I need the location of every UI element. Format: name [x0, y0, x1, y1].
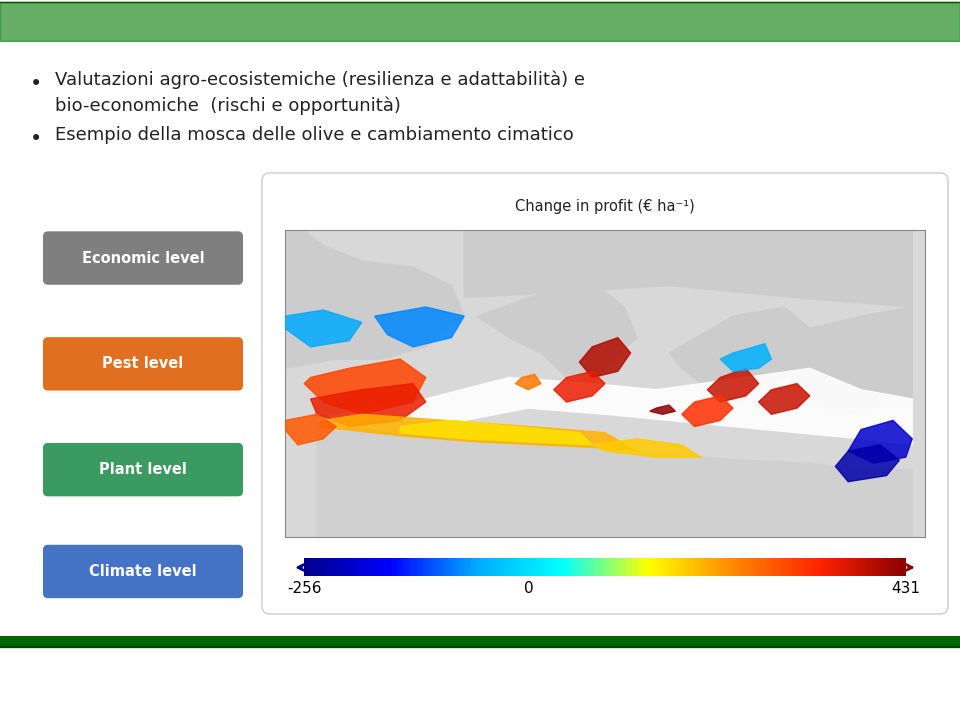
Polygon shape [285, 310, 362, 347]
Polygon shape [650, 405, 676, 414]
Bar [0, 636, 960, 647]
Polygon shape [516, 374, 541, 390]
Polygon shape [374, 307, 465, 347]
Text: •: • [30, 74, 42, 94]
Polygon shape [835, 445, 900, 482]
Text: Roma, 14 aprile 2015: Roma, 14 aprile 2015 [417, 663, 543, 676]
Text: Pest level: Pest level [103, 356, 183, 372]
Polygon shape [708, 369, 758, 402]
Text: Economic level: Economic level [82, 251, 204, 266]
Polygon shape [477, 286, 637, 390]
FancyBboxPatch shape [43, 545, 243, 598]
Polygon shape [784, 307, 912, 414]
Polygon shape [311, 384, 426, 426]
Polygon shape [317, 414, 637, 451]
FancyBboxPatch shape [262, 173, 948, 614]
Polygon shape [317, 369, 912, 445]
Polygon shape [758, 384, 810, 414]
FancyBboxPatch shape [43, 337, 243, 390]
Polygon shape [592, 438, 701, 457]
Text: bio-economiche  (rischi e opportunità): bio-economiche (rischi e opportunità) [55, 97, 401, 115]
Polygon shape [682, 396, 733, 426]
Text: Valutazioni agro-ecosistemiche (resilienza e adattabilità) e: Valutazioni agro-ecosistemiche (resilien… [55, 70, 585, 89]
Text: Esempio della mosca delle olive e cambiamento cimatico: Esempio della mosca delle olive e cambia… [55, 125, 574, 143]
Polygon shape [285, 414, 336, 445]
Polygon shape [317, 420, 912, 537]
Polygon shape [669, 307, 810, 408]
Polygon shape [465, 230, 912, 307]
Polygon shape [304, 359, 426, 414]
FancyBboxPatch shape [43, 443, 243, 496]
Polygon shape [580, 338, 631, 377]
Polygon shape [285, 230, 465, 369]
Polygon shape [554, 372, 605, 402]
Polygon shape [849, 420, 912, 463]
FancyBboxPatch shape [43, 231, 243, 284]
Polygon shape [400, 420, 592, 445]
Text: Climate level: Climate level [89, 564, 197, 579]
Text: •: • [30, 130, 42, 150]
Text: Change in profit (€ ha⁻¹): Change in profit (€ ha⁻¹) [516, 199, 695, 214]
Text: Convegno "Piano di azione nazionale per l’uso sostenibile dei prodotti fitosanit: Convegno "Piano di azione nazionale per … [178, 691, 782, 701]
Text: Plant level: Plant level [99, 462, 187, 477]
Polygon shape [720, 343, 772, 372]
